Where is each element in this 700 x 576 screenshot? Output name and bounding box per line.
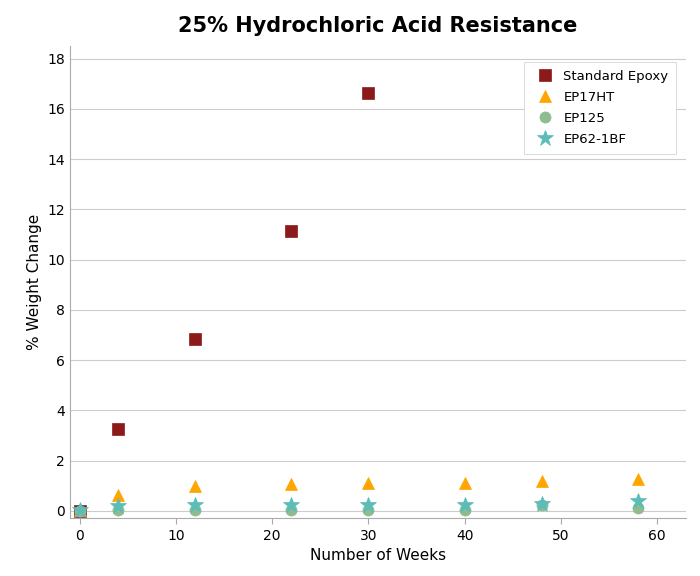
Line: Standard Epoxy: Standard Epoxy bbox=[74, 86, 375, 517]
EP125 bbox=[634, 505, 642, 512]
EP17HT bbox=[114, 491, 122, 498]
EP17HT bbox=[634, 476, 642, 483]
Standard Epoxy bbox=[114, 426, 122, 433]
Standard Epoxy bbox=[364, 89, 372, 96]
EP62-1BF bbox=[364, 502, 372, 509]
EP17HT bbox=[191, 482, 200, 489]
Line: EP62-1BF: EP62-1BF bbox=[71, 493, 646, 518]
EP62-1BF bbox=[76, 506, 84, 513]
EP125 bbox=[76, 507, 84, 514]
EP17HT bbox=[461, 480, 469, 487]
Legend: Standard Epoxy, EP17HT, EP125, EP62-1BF: Standard Epoxy, EP17HT, EP125, EP62-1BF bbox=[524, 62, 676, 154]
Title: 25% Hydrochloric Acid Resistance: 25% Hydrochloric Acid Resistance bbox=[178, 16, 578, 36]
EP62-1BF bbox=[191, 502, 200, 509]
EP17HT bbox=[76, 506, 84, 513]
EP17HT bbox=[538, 478, 546, 484]
EP125 bbox=[191, 506, 200, 513]
X-axis label: Number of Weeks: Number of Weeks bbox=[310, 548, 446, 563]
Line: EP125: EP125 bbox=[74, 499, 643, 517]
EP17HT bbox=[287, 481, 295, 488]
EP125 bbox=[538, 501, 546, 508]
EP62-1BF bbox=[461, 502, 469, 509]
EP125 bbox=[114, 506, 122, 513]
Standard Epoxy bbox=[191, 335, 200, 342]
Standard Epoxy bbox=[76, 507, 84, 514]
Line: EP17HT: EP17HT bbox=[74, 473, 644, 516]
EP62-1BF bbox=[538, 501, 546, 507]
EP62-1BF bbox=[287, 502, 295, 509]
EP125 bbox=[461, 506, 469, 513]
EP62-1BF bbox=[634, 498, 642, 505]
Standard Epoxy bbox=[287, 228, 295, 234]
EP17HT bbox=[364, 480, 372, 487]
Y-axis label: % Weight Change: % Weight Change bbox=[27, 214, 42, 350]
EP125 bbox=[364, 506, 372, 513]
EP62-1BF bbox=[114, 502, 122, 509]
EP125 bbox=[287, 506, 295, 513]
